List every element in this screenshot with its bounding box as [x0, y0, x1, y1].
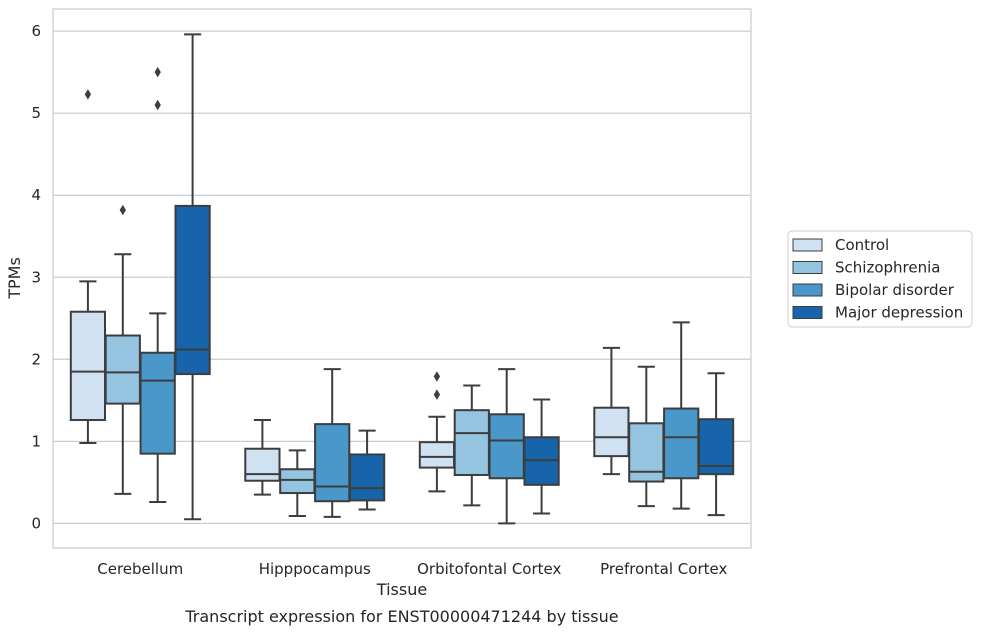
box	[593, 406, 630, 458]
y-tick-label: 3	[31, 268, 41, 286]
box	[174, 204, 211, 376]
outlier-point	[154, 66, 161, 78]
legend-label: Control	[835, 236, 889, 254]
box	[104, 334, 141, 405]
y-tick-label: 5	[31, 104, 41, 122]
legend-label: Major depression	[835, 304, 963, 322]
legend-label: Bipolar disorder	[835, 281, 955, 299]
x-tick-labels: Cerebellum Hipppocampus Orbitofontal Corte…	[97, 560, 727, 578]
box	[453, 409, 490, 476]
box	[279, 468, 316, 495]
outlier-point	[433, 371, 441, 382]
box	[488, 413, 525, 480]
legend-swatch	[792, 283, 823, 297]
x-tick-label: Prefrontal Cortex	[600, 560, 727, 578]
y-tick-label: 2	[31, 350, 41, 368]
box	[628, 422, 665, 483]
legend-swatch	[792, 261, 823, 274]
box	[69, 310, 107, 422]
chart-caption: Transcript expression for ENST0000047124…	[184, 607, 618, 626]
legend-swatch	[792, 238, 823, 252]
y-tick-label: 6	[31, 22, 41, 40]
x-tick-label: Hipppocampus	[259, 560, 371, 578]
box	[418, 441, 456, 469]
y-axis-title: TPMs	[5, 257, 24, 300]
x-tick-label: Orbitofontal Cortex	[417, 560, 561, 578]
outlier-point	[84, 89, 92, 100]
legend: Control Schizophrenia Bipolar disorder Majo…	[787, 230, 973, 328]
box	[244, 447, 281, 482]
legend-swatch	[792, 306, 823, 319]
box	[348, 453, 386, 502]
x-tick-label: Cerebellum	[97, 560, 183, 578]
outlier-point	[154, 99, 161, 111]
box-groups	[69, 33, 735, 525]
outlier-point	[119, 204, 126, 216]
outlier-point	[433, 389, 441, 400]
y-tick-label: 4	[31, 186, 41, 204]
legend-label: Schizophrenia	[835, 259, 940, 277]
box	[314, 423, 351, 503]
y-tick-label: 1	[31, 432, 41, 450]
x-axis-title: Tissue	[376, 580, 427, 599]
y-tick-label: 0	[31, 514, 41, 532]
box	[663, 407, 700, 480]
y-tick-labels: 0 1 2 3 4 5 6	[31, 22, 41, 532]
box	[139, 351, 176, 455]
plot-frame	[52, 8, 752, 549]
legend-frame	[787, 230, 973, 328]
